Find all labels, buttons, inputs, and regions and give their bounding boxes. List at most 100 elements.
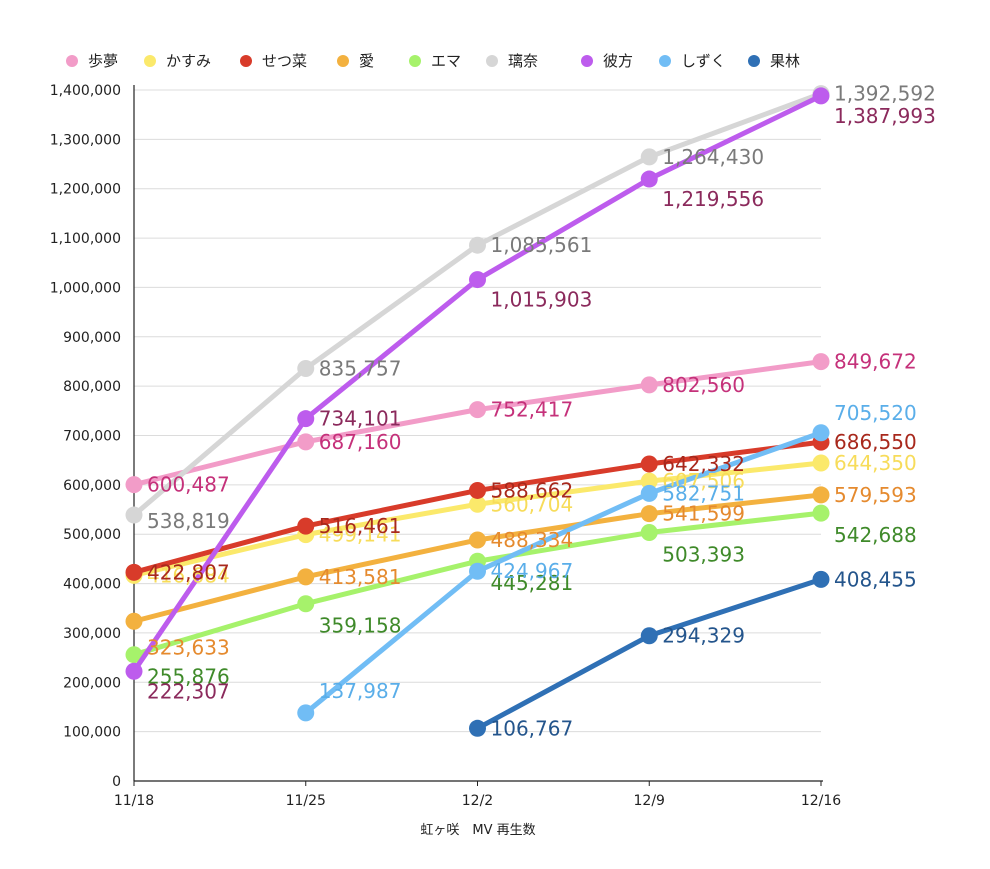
data-label: 849,672 <box>834 350 917 374</box>
data-point <box>812 353 830 371</box>
data-point <box>640 524 658 542</box>
series-果林 <box>469 570 830 737</box>
data-label: 538,819 <box>147 509 230 533</box>
data-point <box>297 517 315 535</box>
data-point <box>469 236 486 254</box>
data-label: 1,085,561 <box>491 233 593 257</box>
data-point <box>812 504 830 522</box>
data-label: 503,393 <box>662 543 745 567</box>
data-label: 255,876 <box>147 665 230 689</box>
data-point <box>640 472 658 490</box>
data-label: 734,101 <box>319 407 402 431</box>
data-point <box>469 562 486 580</box>
x-axis-title: 虹ヶ咲 MV 再生数 <box>420 822 535 838</box>
data-point <box>297 359 315 377</box>
data-point <box>125 563 143 581</box>
legend-label: 愛 <box>359 52 374 70</box>
y-tick-label: 100,000 <box>63 725 121 741</box>
legend-marker <box>486 55 498 67</box>
data-point <box>297 410 315 428</box>
data-point <box>125 646 143 664</box>
legend-marker <box>66 55 78 67</box>
y-tick-label: 200,000 <box>63 675 121 691</box>
data-point <box>469 719 486 737</box>
data-label: 835,757 <box>319 356 402 380</box>
data-point <box>125 662 143 680</box>
series-line <box>303 430 824 716</box>
data-label: 445,281 <box>491 571 574 595</box>
data-label: 1,219,556 <box>662 187 764 211</box>
data-point <box>125 506 143 524</box>
legend: 歩夢 かすみ せつ菜 愛 エマ 璃奈 彼方 しずく 果林 <box>66 52 800 70</box>
data-label: 600,487 <box>147 473 230 497</box>
x-tick-label: 12/16 <box>801 793 841 809</box>
data-point <box>812 454 830 472</box>
series-歩夢 <box>125 353 830 494</box>
data-label: 488,334 <box>491 528 574 552</box>
data-label: 588,662 <box>491 478 574 502</box>
data-label: 642,332 <box>662 452 745 476</box>
x-tick-label: 12/9 <box>634 793 665 809</box>
legend-label: せつ菜 <box>262 52 307 70</box>
legend-label: エマ <box>431 52 461 70</box>
data-label: 499,141 <box>319 523 402 547</box>
data-label: 644,350 <box>834 451 917 475</box>
data-point <box>125 612 143 630</box>
data-label: 137,987 <box>319 679 402 703</box>
data-label: 413,581 <box>319 565 402 589</box>
x-tick-label: 11/25 <box>286 793 326 809</box>
data-point <box>640 376 658 394</box>
x-tick-label: 11/18 <box>114 793 154 809</box>
y-tick-label: 800,000 <box>63 379 121 395</box>
data-point <box>469 495 486 513</box>
legend-label: 果林 <box>770 52 800 70</box>
data-label: 416,684 <box>147 563 230 587</box>
legend-marker <box>581 55 593 67</box>
legend-marker <box>659 55 671 67</box>
data-point <box>297 433 315 451</box>
data-label: 542,688 <box>834 523 917 547</box>
data-label: 408,455 <box>834 567 917 591</box>
legend-marker <box>144 55 156 67</box>
data-point <box>812 87 830 105</box>
y-tick-label: 500,000 <box>63 527 121 543</box>
data-label: 607,506 <box>662 469 745 493</box>
y-tick-label: 1,100,000 <box>50 231 121 247</box>
series-しずく <box>297 424 830 722</box>
data-label: 686,550 <box>834 430 917 454</box>
y-tick-label: 1,300,000 <box>50 132 121 148</box>
data-point <box>297 704 315 722</box>
data-label: 752,417 <box>491 398 574 422</box>
data-point <box>469 481 486 499</box>
x-tick-label: 12/2 <box>462 793 493 809</box>
data-labels: 600,487 687,160 752,417 802,560 849,672 416,6… <box>147 82 936 741</box>
legend-label: 歩夢 <box>88 52 118 70</box>
y-tick-label: 0 <box>112 774 121 790</box>
data-point <box>640 505 658 523</box>
data-label: 541,599 <box>662 502 745 526</box>
data-point <box>812 424 830 442</box>
data-label: 1,387,993 <box>834 104 936 128</box>
data-label: 705,520 <box>834 401 917 425</box>
data-point <box>469 401 486 419</box>
legend-label: 彼方 <box>603 52 633 70</box>
data-point <box>640 170 658 188</box>
data-label: 106,767 <box>491 716 574 740</box>
y-tick-label: 700,000 <box>63 429 121 445</box>
series-line <box>475 576 824 731</box>
legend-marker <box>409 55 421 67</box>
data-point <box>469 531 486 549</box>
series-group <box>125 85 830 737</box>
data-label: 1,015,903 <box>491 288 593 312</box>
legend-marker <box>748 55 760 67</box>
data-label: 582,751 <box>662 481 745 505</box>
data-point <box>812 570 830 588</box>
data-point <box>640 455 658 473</box>
data-label: 222,307 <box>147 679 230 703</box>
legend-marker <box>337 55 349 67</box>
data-point <box>640 484 658 502</box>
data-label: 516,461 <box>319 514 402 538</box>
y-tick-label: 600,000 <box>63 478 121 494</box>
y-tick-label: 1,400,000 <box>50 83 121 99</box>
